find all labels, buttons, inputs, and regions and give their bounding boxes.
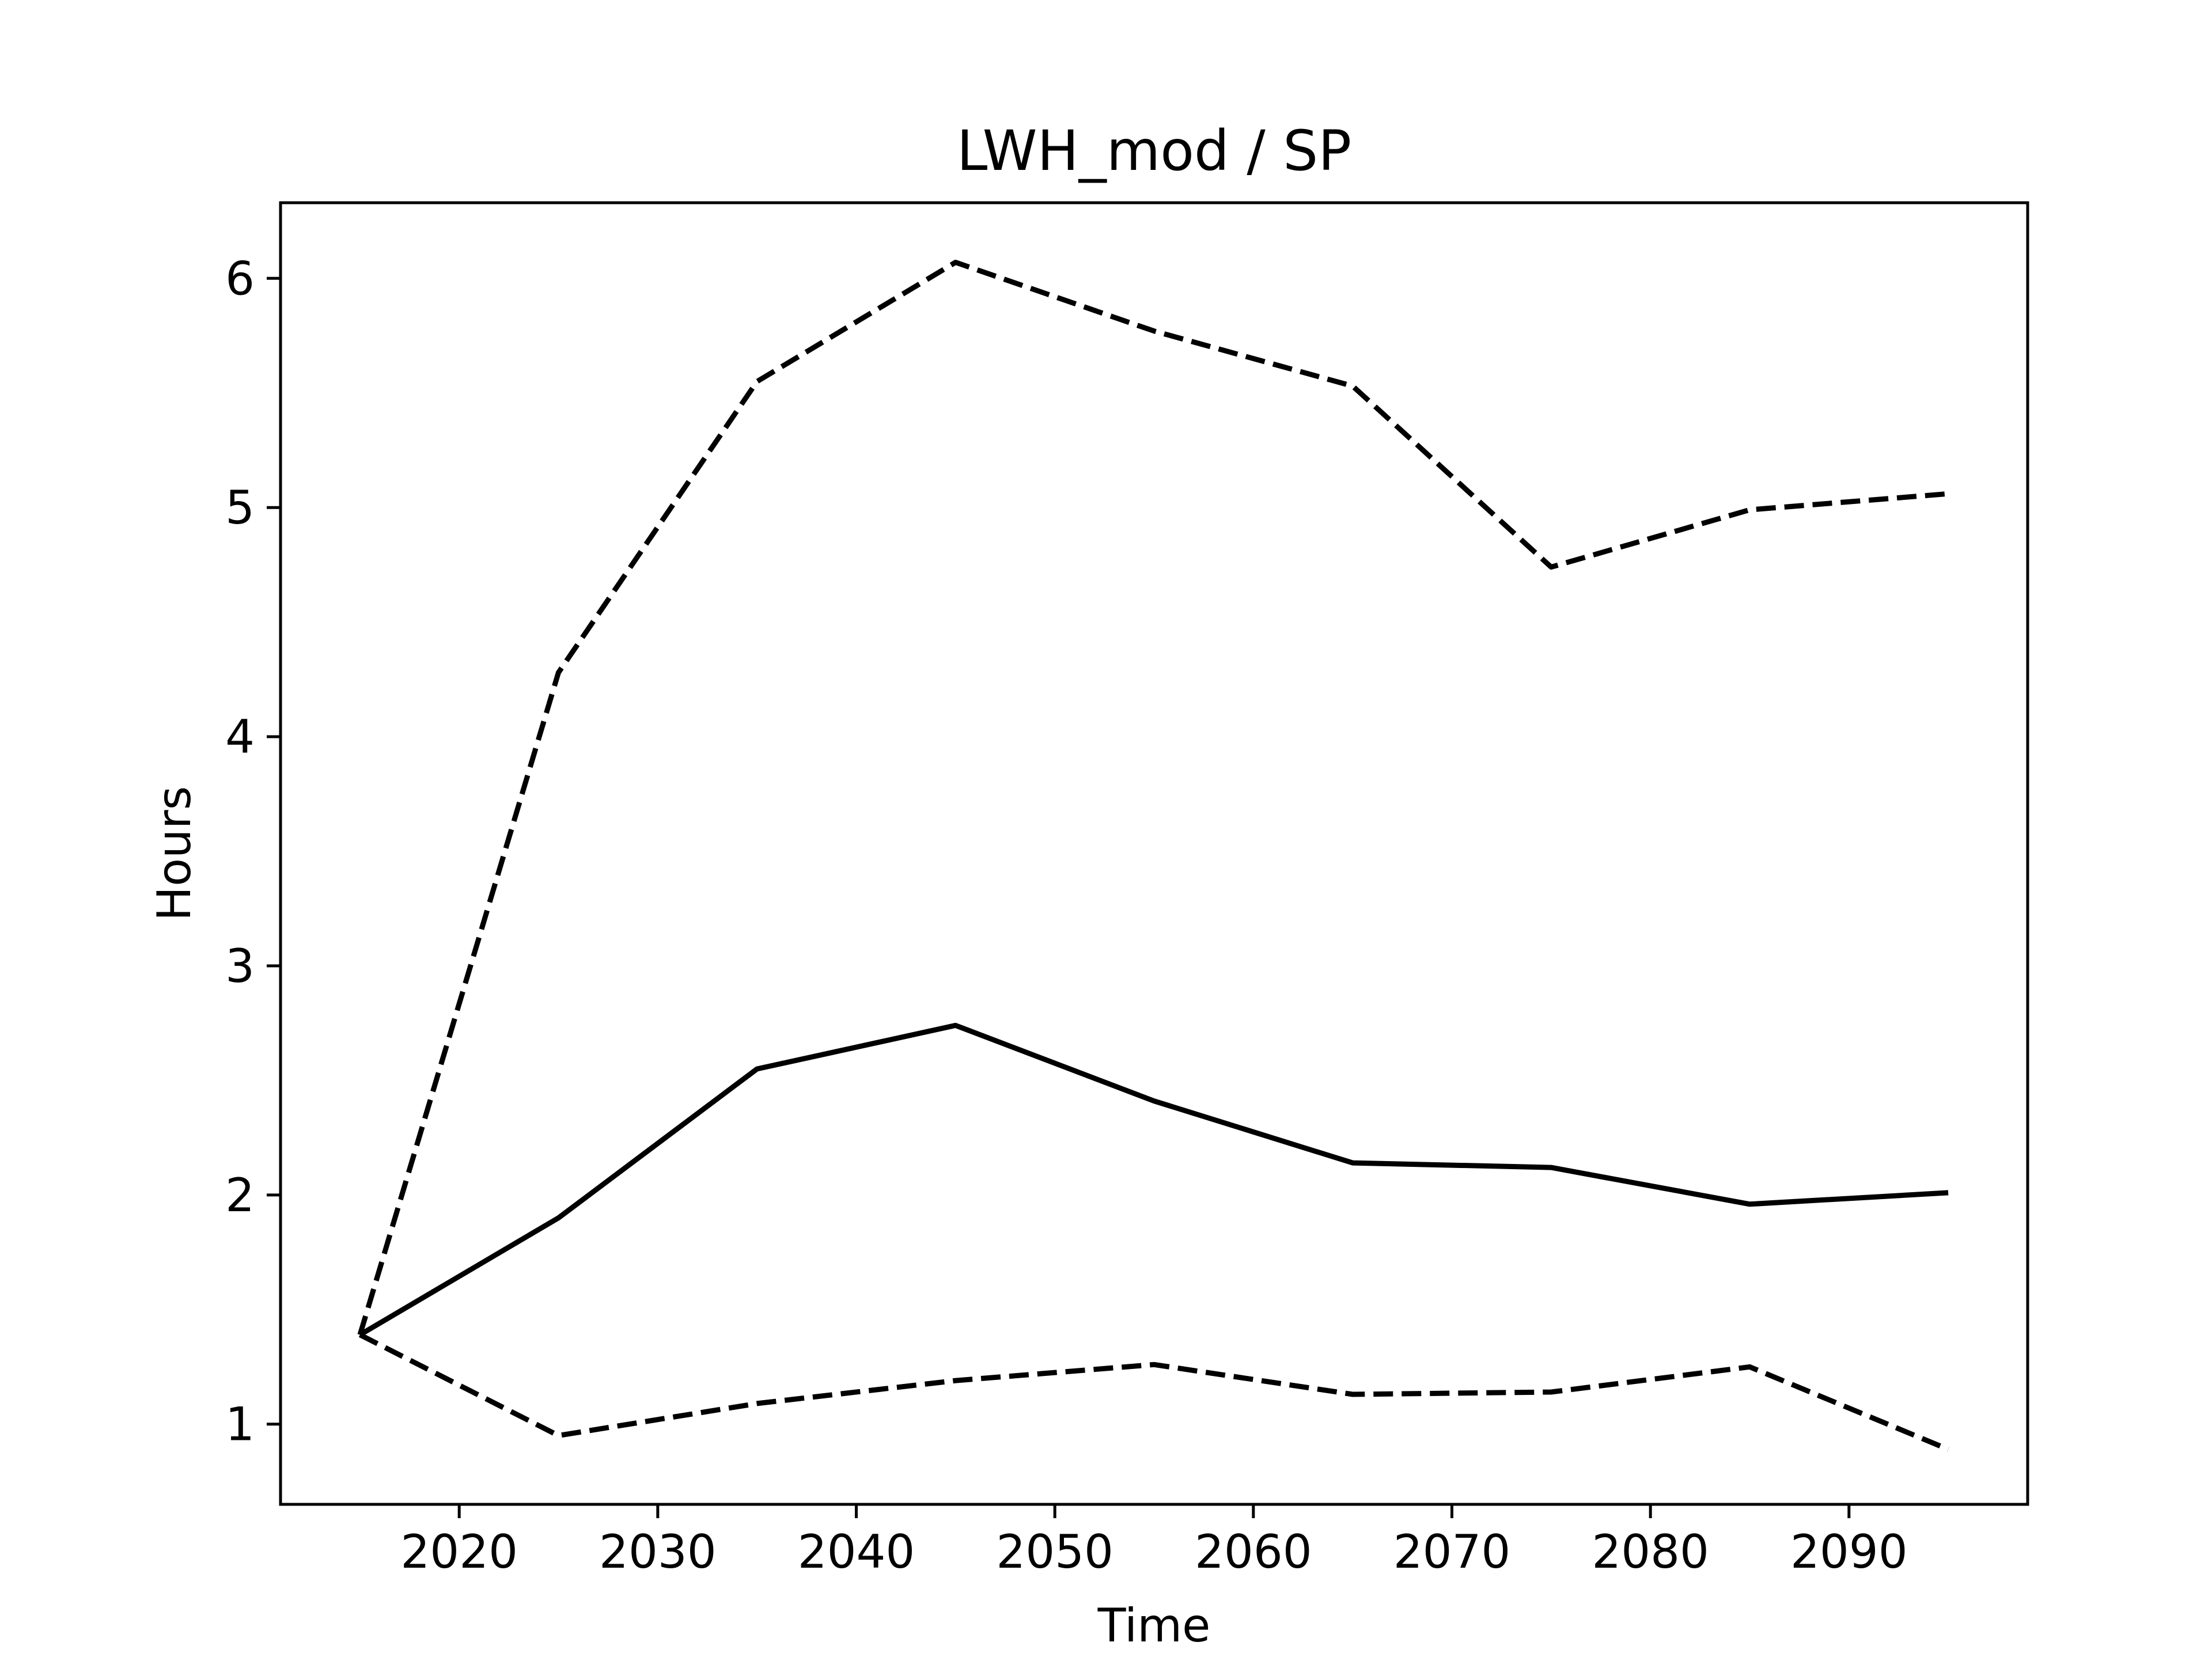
y-tick-label: 6 [225, 252, 255, 305]
series-line-2-dashed [357, 260, 1949, 1336]
series-line-1-solid [358, 1022, 1949, 1337]
x-tick-label: 2060 [1195, 1525, 1312, 1579]
plot-area-frame [279, 201, 2029, 1506]
x-tick-label: 2080 [1592, 1525, 1709, 1579]
x-tick-label: 2050 [996, 1525, 1113, 1579]
x-axis-ticks: 2020 2030 2040 2050 2060 2070 2080 2090 [400, 1504, 1908, 1579]
y-axis-label: Hours [147, 786, 201, 921]
chart-title: LWH_mod / SP [957, 119, 1351, 183]
y-tick-label: 4 [225, 710, 255, 764]
x-tick-label: 2040 [798, 1525, 915, 1579]
x-axis-label: Time [1097, 1599, 1211, 1652]
series-line-3-dashed [358, 1332, 1949, 1452]
y-axis-ticks: 1 2 3 4 5 6 [225, 252, 281, 1451]
y-tick-label: 2 [225, 1169, 255, 1222]
series-layer [357, 260, 1949, 1452]
y-tick-label: 1 [225, 1398, 255, 1451]
y-tick-label: 3 [225, 939, 255, 993]
x-tick-label: 2030 [599, 1525, 717, 1579]
x-tick-label: 2070 [1393, 1525, 1511, 1579]
x-tick-label: 2090 [1790, 1525, 1908, 1579]
y-tick-label: 5 [225, 481, 255, 534]
x-tick-label: 2020 [400, 1525, 518, 1579]
